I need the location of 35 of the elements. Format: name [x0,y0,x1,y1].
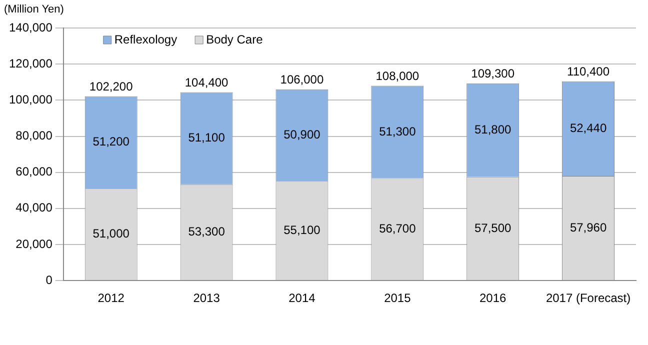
data-label: 50,900 [284,128,321,142]
x-tick-label: 2015 [384,291,412,306]
data-label: 52,440 [570,121,607,136]
total-label: 108,000 [376,69,420,84]
y-tick-label: 60,000 [16,164,53,179]
x-tick-label: 2016 [479,291,507,306]
x-tick-label: 2017 (Forecast) [546,291,631,306]
data-label: 53,300 [188,224,226,239]
total-label: 106,000 [280,72,324,87]
x-tick-label: 2012 [98,291,125,306]
y-tick-label: 100,000 [8,92,53,106]
y-tick-label: 0 [46,272,53,287]
y-tick-label: 80,000 [16,128,53,143]
legend-label: Body Care [206,32,264,46]
data-label: 57,500 [474,220,512,235]
data-label: 55,100 [284,222,321,237]
y-tick-label: 20,000 [16,236,53,251]
total-label: 110,400 [567,64,610,79]
y-tick-label: 140,000 [8,20,53,34]
data-label: 51,200 [92,134,130,149]
x-tick-label: 2013 [193,291,220,306]
data-label: 51,000 [92,226,130,241]
data-label: 56,700 [379,222,416,236]
y-tick-label: 40,000 [16,200,53,215]
y-axis-title: (Million Yen) [4,4,64,16]
data-label: 57,960 [570,220,607,234]
legend-label: Reflexology [114,32,178,46]
y-tick-label: 120,000 [8,56,53,70]
data-label: 51,100 [188,130,226,145]
total-label: 109,300 [471,66,515,81]
data-label: 51,300 [379,124,416,138]
data-label: 51,800 [474,122,512,136]
total-label: 104,400 [184,76,229,90]
x-tick-label: 2014 [288,291,316,306]
total-label: 102,200 [89,80,134,94]
